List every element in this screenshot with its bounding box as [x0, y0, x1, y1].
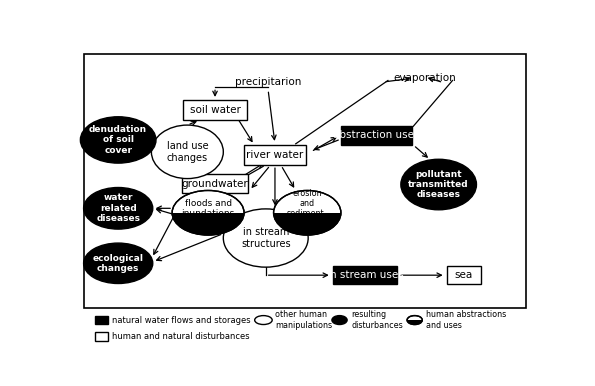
Text: erosion
and
sediment-
ation: erosion and sediment- ation — [287, 189, 327, 229]
Ellipse shape — [401, 159, 477, 210]
FancyBboxPatch shape — [181, 174, 249, 193]
FancyBboxPatch shape — [447, 266, 481, 284]
FancyBboxPatch shape — [244, 145, 306, 165]
Ellipse shape — [83, 243, 153, 283]
Ellipse shape — [83, 188, 153, 229]
FancyBboxPatch shape — [83, 54, 526, 308]
Text: pollutant
transmitted
diseases: pollutant transmitted diseases — [408, 169, 469, 200]
Text: in stream
structures: in stream structures — [241, 227, 290, 249]
Ellipse shape — [80, 117, 156, 163]
Text: sea: sea — [455, 270, 473, 280]
Ellipse shape — [332, 316, 347, 325]
Text: natural water flows and storages: natural water flows and storages — [112, 316, 251, 325]
Text: human and natural disturbances: human and natural disturbances — [112, 332, 250, 341]
Text: precipitarion: precipitarion — [235, 77, 301, 87]
FancyBboxPatch shape — [95, 316, 108, 324]
Text: river water: river water — [246, 150, 303, 160]
Text: soil water: soil water — [190, 105, 240, 115]
FancyBboxPatch shape — [95, 332, 108, 340]
Text: human abstractions
and uses: human abstractions and uses — [426, 310, 506, 330]
Ellipse shape — [172, 190, 244, 235]
Ellipse shape — [172, 190, 244, 235]
Ellipse shape — [407, 316, 422, 325]
Text: resulting
disturbances: resulting disturbances — [351, 310, 403, 330]
Text: groundwater: groundwater — [181, 179, 248, 189]
Text: evaporation: evaporation — [393, 73, 456, 83]
Ellipse shape — [407, 316, 422, 325]
Text: water
related
diseases: water related diseases — [96, 193, 140, 223]
Ellipse shape — [255, 316, 272, 325]
Ellipse shape — [151, 125, 223, 179]
Text: ecological
changes: ecological changes — [93, 254, 143, 273]
Ellipse shape — [274, 190, 341, 235]
Text: other human
manipulations: other human manipulations — [275, 310, 332, 330]
Text: land use
changes: land use changes — [167, 141, 208, 163]
Text: denudation
of soil
cover: denudation of soil cover — [89, 125, 147, 155]
FancyBboxPatch shape — [333, 266, 397, 284]
Text: abstraction uses: abstraction uses — [333, 130, 419, 141]
FancyBboxPatch shape — [183, 100, 248, 120]
Text: floods and
inundations: floods and inundations — [181, 199, 234, 218]
FancyBboxPatch shape — [341, 126, 412, 145]
Ellipse shape — [223, 209, 308, 267]
Ellipse shape — [274, 190, 341, 235]
Text: in stream uses: in stream uses — [327, 270, 403, 280]
